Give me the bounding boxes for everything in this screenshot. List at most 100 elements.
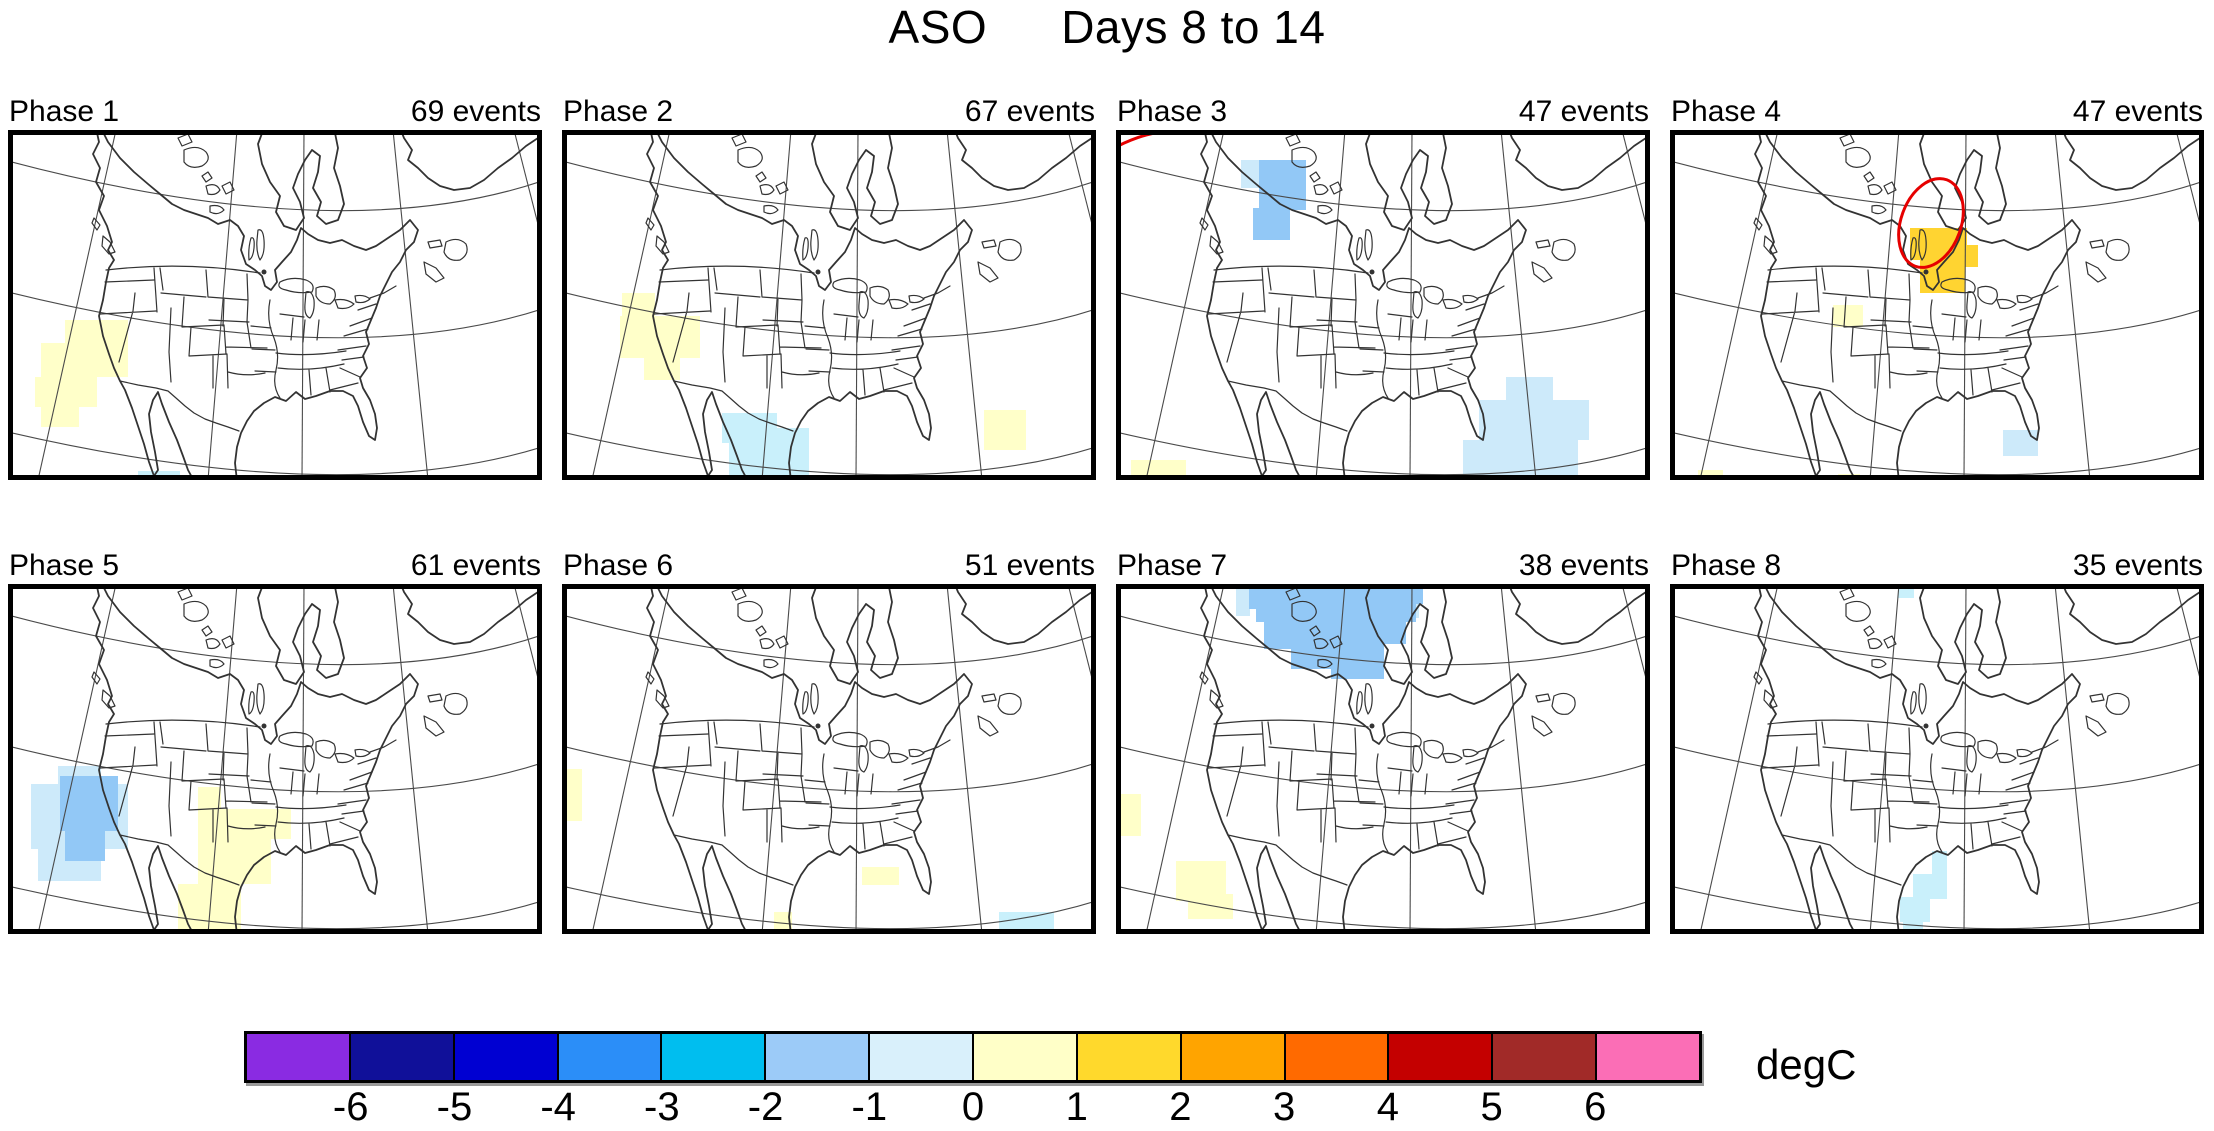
arctic-islands [731,587,789,649]
atlantic-islands [2085,238,2130,283]
atlantic-islands [423,692,468,737]
events-count: 51 events [964,549,1095,582]
map-canvas [1116,130,1650,480]
panel-frame [562,130,1096,480]
phase-panel: Phase 8 35 events [1670,546,2204,934]
map-canvas [8,584,542,934]
phase-label: Phase 3 [1117,95,1228,128]
colorbar-tick-label: 5 [1480,1085,1503,1129]
state-borders [1207,267,1485,399]
arctic-islands [177,587,235,649]
colorbar-tick-label: 4 [1376,1085,1399,1129]
great-lakes [1940,277,2033,319]
anomaly-patch [1253,208,1290,240]
colorbar-segment [766,1034,871,1080]
phase-label: Phase 7 [1117,549,1228,582]
lake-of-the-woods [1369,723,1375,729]
greenland [399,130,542,191]
phase-label: Phase 8 [1671,549,1782,582]
lake-of-the-woods [261,269,267,275]
panel-header: Phase 6 51 events [562,546,1096,584]
anomaly-patch [999,912,1054,932]
colorbar-area: -6 -5 -4 -3 -2 -1 0 1 2 3 4 5 6 degC [244,1031,2144,1129]
coastline-and-borders [91,584,542,934]
canadian-lakes [1867,184,1927,261]
great-lakes [832,277,925,319]
baffin-island [1919,130,2007,231]
anomaly-patch [1833,305,1863,327]
panel-header: Phase 8 35 events [1670,546,2204,584]
graticule-lines [8,130,542,480]
canadian-lakes [1867,638,1927,715]
atlantic-islands [2085,692,2130,737]
greenland [2061,584,2204,645]
coastline-and-borders [1753,584,2204,934]
anomaly-patch [1188,894,1233,919]
anomaly-patch [1131,460,1186,478]
colorbar-segment [662,1034,767,1080]
phase-panel: Phase 4 47 events [1670,92,2204,480]
us-mexico-border [1781,380,1902,432]
greenland [2061,130,2204,191]
colorbar-tick-label: -4 [540,1085,576,1129]
colorbar-tick-label: -2 [747,1085,784,1129]
canada-us-border [1213,719,1505,753]
pacific-coastline [92,130,195,480]
anomaly-patch [644,356,680,380]
panel-frame [8,584,542,934]
state-borders [99,721,377,853]
pacific-coastline [1754,584,1857,934]
colorbar-tick-label: 6 [1584,1085,1607,1129]
us-mexico-border [119,834,240,886]
arctic-islands [731,133,789,195]
anomaly-patches [1131,160,1589,478]
anomaly-patch [41,343,128,377]
anomaly-patches [35,320,180,480]
anomaly-patch [41,407,79,427]
arctic-islands [177,133,235,195]
anomaly-patch [862,867,899,885]
colorbar-segment [870,1034,975,1080]
anomaly-patch [1259,160,1306,210]
panel-frame [1116,584,1650,934]
anomaly-patch [2003,430,2038,456]
colorbar-tick-label: 0 [961,1085,985,1129]
red-annotations [1897,177,1965,269]
map-canvas [8,130,542,480]
events-count: 38 events [1518,549,1649,582]
coastline-and-borders [645,584,1096,934]
canadian-lakes [1313,184,1373,261]
panel-header: Phase 1 69 events [8,92,542,130]
anomaly-patches [1898,584,1947,931]
us-mexico-border [1227,380,1348,432]
map-canvas [1670,130,2204,480]
atlantic-islands [977,692,1022,737]
map-canvas [562,584,1096,934]
greenland [1507,584,1650,645]
state-borders [653,267,931,399]
phase-panel: Phase 2 67 events [562,92,1096,480]
anomaly-patch [774,912,792,932]
anomaly-patch [1479,400,1589,440]
anomaly-patch [1236,584,1250,616]
state-borders [99,267,377,399]
coastline-and-borders [1753,130,2204,480]
atlantic-islands [1531,692,1576,737]
anomaly-patch [1903,921,1923,931]
canadian-lakes [1313,638,1373,715]
phase-label: Phase 6 [563,549,674,582]
panel-header: Phase 3 47 events [1116,92,1650,130]
anomaly-patches [562,769,1054,932]
arctic-atlantic-coastline [654,130,973,480]
greenland [953,584,1096,645]
colorbar-tick-label: 3 [1273,1085,1296,1129]
anomaly-patch [620,316,700,358]
pacific-islands [645,671,670,709]
greenland [399,584,542,645]
phase-panels-grid: Phase 1 69 events [8,92,2204,934]
canada-us-border [1767,719,2059,753]
state-borders [1761,721,2039,853]
pacific-islands [645,217,670,255]
greenland [953,130,1096,191]
panel-frame [1116,130,1650,480]
